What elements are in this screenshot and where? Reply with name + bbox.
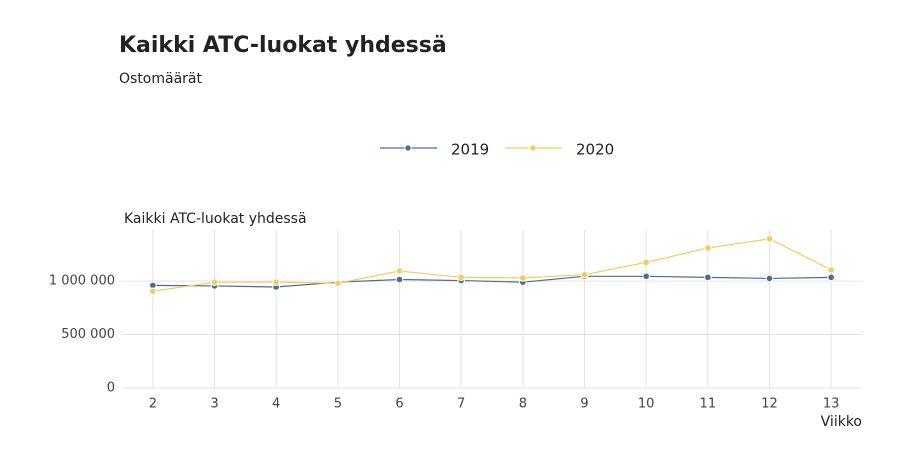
y-tick-label: 1 000 000	[49, 274, 115, 289]
data-point	[827, 266, 835, 274]
data-point	[519, 274, 527, 282]
data-point	[395, 275, 404, 284]
y-tick-label: 500 000	[61, 327, 115, 342]
x-tick-label: 11	[700, 397, 717, 412]
data-point	[395, 267, 404, 275]
chart-subtitle: Ostomäärät	[119, 71, 202, 87]
data-point	[580, 270, 589, 279]
data-point	[334, 279, 342, 288]
x-axis-label: Viikko	[821, 414, 862, 430]
data-point	[457, 273, 465, 282]
series-line	[152, 238, 832, 292]
data-point	[765, 274, 774, 283]
data-point	[827, 273, 835, 282]
x-tick-label: 4	[272, 397, 280, 412]
x-tick-label: 6	[395, 397, 403, 412]
series-line	[152, 275, 832, 288]
x-tick-label: 9	[580, 397, 588, 412]
data-point	[272, 278, 280, 286]
x-tick-label: 2	[149, 397, 157, 412]
y-tick-label: 0	[107, 381, 115, 396]
x-tick-label: 8	[519, 397, 527, 412]
data-point	[210, 278, 219, 286]
legend-marker	[529, 144, 537, 152]
panel-title: Kaikki ATC-luokat yhdessä	[124, 211, 307, 227]
legend-label: 2019	[451, 141, 489, 159]
data-point	[765, 235, 774, 243]
data-point	[149, 287, 157, 296]
x-tick-label: 7	[457, 397, 465, 412]
legend-label: 2020	[576, 141, 614, 159]
legend-marker	[404, 144, 412, 152]
data-point	[642, 258, 650, 267]
x-tick-label: 5	[334, 397, 342, 412]
chart-title: Kaikki ATC-luokat yhdessä	[119, 33, 447, 58]
data-point	[704, 273, 712, 282]
data-point	[704, 244, 712, 252]
data-point	[642, 272, 650, 281]
x-tick-label: 10	[638, 397, 655, 412]
x-tick-label: 12	[761, 397, 778, 412]
x-tick-label: 3	[210, 397, 218, 412]
x-tick-label: 13	[823, 397, 840, 412]
